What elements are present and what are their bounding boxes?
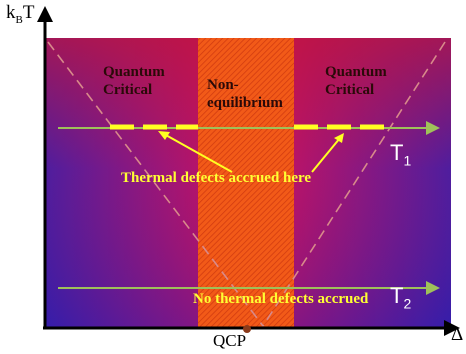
t2-arrowhead <box>426 281 440 295</box>
x-axis-label: Δ <box>451 324 464 345</box>
t1-arrowhead <box>426 121 440 135</box>
region-label-nonequilibrium: Non-equilibrium <box>207 77 283 111</box>
qcp-marker <box>243 325 251 333</box>
annotation-arrow-left <box>163 133 233 173</box>
annotation-arrow-right <box>311 137 341 173</box>
y-axis-arrowhead <box>37 6 53 22</box>
nonequilibrium-band <box>198 38 294 328</box>
t2-label: T2 <box>390 283 412 312</box>
y-axis-label: kBT <box>6 2 35 26</box>
annotation-arrowhead-left <box>158 131 170 140</box>
x-axis-arrowhead <box>444 320 460 336</box>
annotation-no-thermal-defects: No thermal defects accrued <box>193 291 369 307</box>
qcp-label: QCP <box>213 331 247 350</box>
region-label-quantum-critical-left: Quantum Critical <box>103 64 165 98</box>
annotation-thermal-defects-accrued: Thermal defects accrued here <box>121 170 312 186</box>
annotation-arrowhead-right <box>334 133 344 143</box>
region-label-quantum-critical-right: Quantum Critical <box>325 64 387 98</box>
crossover-line-right <box>262 41 446 327</box>
crossover-line-left <box>47 41 264 327</box>
t1-label: T1 <box>390 140 412 169</box>
